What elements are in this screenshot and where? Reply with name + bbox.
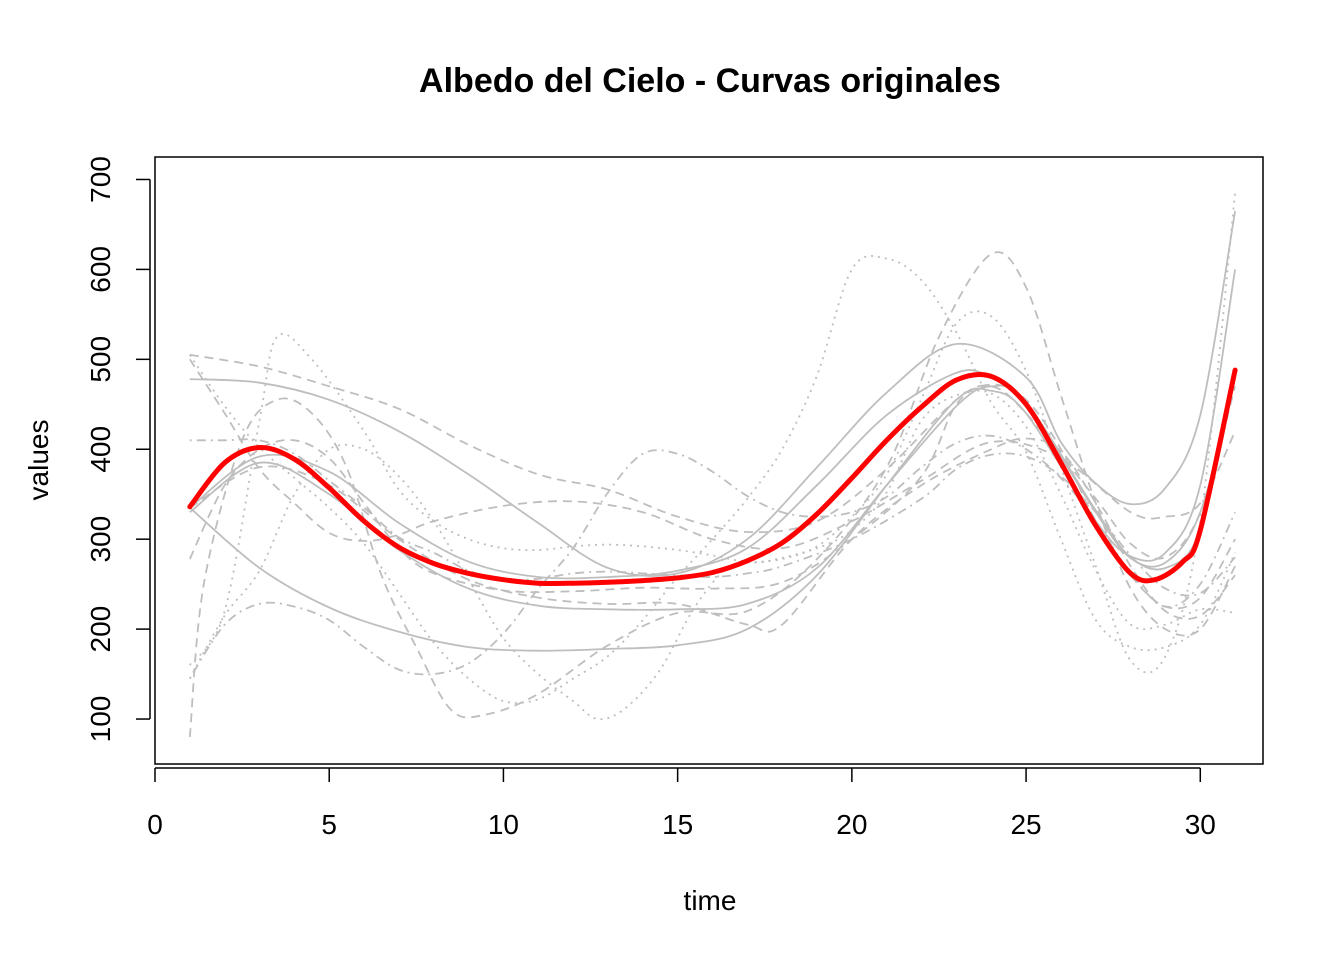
- x-tick-label: 10: [488, 809, 519, 840]
- series-curve-8: [189, 353, 1236, 560]
- y-axis: 100 200 300 400 500 600 700: [85, 156, 151, 743]
- x-tick-label: 15: [662, 809, 693, 840]
- x-tick-label: 30: [1185, 809, 1216, 840]
- y-tick-label: 700: [85, 156, 116, 203]
- y-tick-label: 500: [85, 336, 116, 383]
- series-curve-1: [189, 210, 1236, 577]
- y-tick-label: 400: [85, 426, 116, 473]
- plot-frame: [154, 156, 1264, 765]
- series-curve-7: [188, 383, 1236, 610]
- x-axis-label: time: [684, 885, 737, 916]
- mean-curve-layer: [187, 367, 1238, 587]
- y-tick-label: 600: [85, 246, 116, 293]
- y-axis-label: values: [23, 420, 54, 501]
- series-curve-13: [189, 434, 1236, 680]
- y-tick-label: 100: [85, 696, 116, 743]
- x-tick-label: 25: [1010, 809, 1041, 840]
- y-tick-label: 300: [85, 516, 116, 563]
- mean-curve: [187, 367, 1238, 587]
- series-curve-9: [189, 437, 1236, 633]
- series-curve-5: [189, 358, 1236, 550]
- x-tick-label: 20: [836, 809, 867, 840]
- series-curve-2: [189, 269, 1236, 652]
- x-tick-label: 0: [147, 809, 163, 840]
- y-tick-label: 200: [85, 606, 116, 653]
- x-tick-label: 5: [321, 809, 337, 840]
- chart-title: Albedo del Cielo - Curvas originales: [419, 62, 1001, 100]
- x-axis: 0 5 10 15 20 25 30: [147, 767, 1216, 840]
